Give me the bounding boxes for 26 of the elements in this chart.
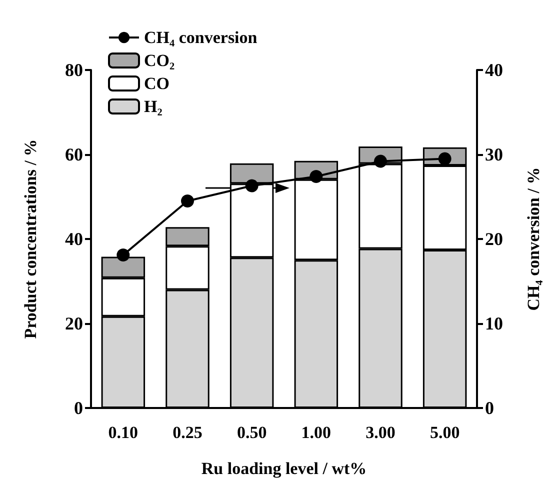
y2-tick-label: 40 [485, 60, 503, 80]
y-tick-label: 60 [65, 144, 83, 164]
y-axis-title: Product concentrations / % [21, 139, 40, 339]
y-tick-label: 80 [65, 60, 83, 80]
x-tick-label: 0.10 [108, 423, 138, 442]
y-tick-label: 40 [65, 229, 83, 249]
legend-label: CH₄ conversion [144, 28, 258, 47]
x-tick-label: 0.50 [236, 423, 267, 442]
legend-label: CO₂ [144, 51, 175, 70]
legend-label: H₂ [144, 97, 162, 116]
x-tick-label: 3.00 [366, 423, 396, 442]
legend-label: CO [144, 74, 170, 93]
y2-tick-label: 20 [485, 229, 503, 249]
point [245, 179, 258, 192]
y2-axis-title: CH₄ conversion / % [524, 167, 543, 311]
x-axis-title: Ru loading level / wt% [201, 459, 367, 478]
x-tick-label: 1.00 [301, 423, 332, 442]
y2-tick-label: 30 [485, 144, 503, 164]
y2-tick-label: 10 [485, 314, 503, 334]
x-tick-label: 5.00 [430, 423, 460, 442]
y-tick-label: 0 [74, 398, 83, 418]
y2-tick-label: 0 [485, 398, 494, 418]
y-tick-label: 20 [65, 314, 83, 334]
point [181, 194, 194, 208]
point [116, 248, 130, 262]
x-tick-label: 0.25 [172, 423, 202, 442]
